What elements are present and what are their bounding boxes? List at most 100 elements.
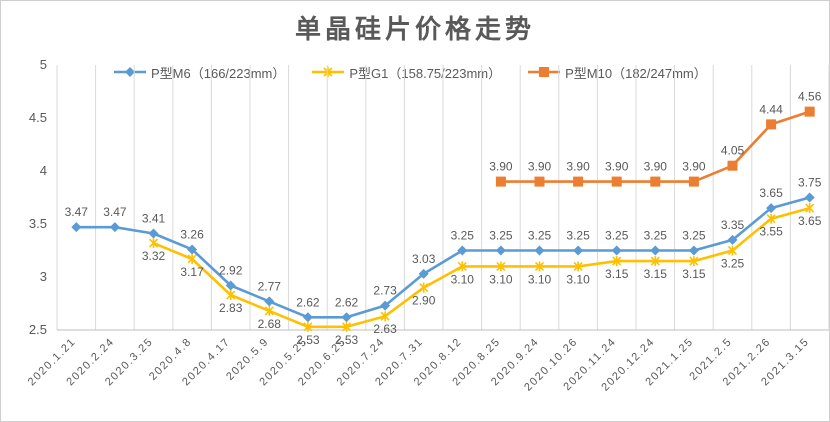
data-point-square bbox=[727, 160, 738, 171]
data-label: 3.25 bbox=[644, 229, 668, 243]
data-label: 3.25 bbox=[721, 257, 745, 271]
data-point-square bbox=[688, 176, 699, 187]
data-point-star bbox=[496, 261, 506, 272]
data-point-square bbox=[534, 176, 545, 187]
data-label: 2.62 bbox=[335, 295, 359, 309]
data-label: 3.90 bbox=[528, 160, 552, 174]
data-point-star bbox=[650, 256, 660, 267]
data-label: 2.73 bbox=[373, 284, 397, 298]
data-point-diamond bbox=[109, 222, 120, 233]
data-label: 3.75 bbox=[798, 176, 822, 190]
legend-label-g1: P型G1（158.75/223mm） bbox=[349, 65, 502, 81]
data-label: 3.15 bbox=[682, 267, 706, 281]
data-point-star bbox=[341, 321, 352, 332]
y-tick-label: 3.5 bbox=[29, 216, 47, 231]
data-label: 3.47 bbox=[65, 205, 89, 219]
series-line-star bbox=[153, 206, 811, 329]
data-label: 3.90 bbox=[605, 160, 629, 174]
data-label: 3.65 bbox=[798, 214, 822, 228]
data-point-diamond bbox=[457, 245, 468, 256]
data-point-square bbox=[495, 176, 506, 187]
data-point-star bbox=[573, 261, 583, 272]
data-point-diamond bbox=[688, 245, 699, 256]
data-point-diamond bbox=[148, 228, 159, 239]
data-label: 3.15 bbox=[605, 267, 629, 281]
data-point-star bbox=[612, 256, 622, 267]
data-label: 3.47 bbox=[103, 205, 127, 219]
data-label: 2.83 bbox=[219, 301, 243, 315]
data-point-diamond bbox=[650, 245, 661, 256]
data-label: 3.65 bbox=[759, 186, 783, 200]
data-point-diamond bbox=[534, 245, 545, 256]
data-point-star bbox=[689, 256, 699, 267]
data-label: 3.03 bbox=[412, 252, 436, 266]
data-point-star bbox=[148, 238, 159, 249]
data-point-square bbox=[611, 176, 622, 187]
data-label: 3.10 bbox=[566, 272, 590, 286]
data-label: 2.53 bbox=[335, 333, 359, 347]
data-point-diamond bbox=[727, 234, 738, 245]
data-label: 3.10 bbox=[528, 272, 552, 286]
series-line-diamond bbox=[76, 196, 811, 319]
data-point-diamond bbox=[341, 312, 352, 323]
data-label: 2.77 bbox=[258, 279, 282, 293]
data-point-diamond bbox=[71, 222, 82, 233]
y-tick-label: 2.5 bbox=[29, 322, 47, 337]
data-point-diamond bbox=[495, 245, 506, 256]
data-label: 4.44 bbox=[759, 102, 783, 116]
data-label: 3.90 bbox=[489, 160, 513, 174]
data-point-star bbox=[457, 261, 467, 272]
data-point-diamond bbox=[766, 203, 777, 214]
data-point-diamond bbox=[264, 296, 275, 307]
data-label: 2.92 bbox=[219, 263, 243, 277]
data-label: 3.17 bbox=[180, 265, 204, 279]
data-point-star bbox=[805, 203, 815, 214]
legend-label-m6: P型M6（166/223mm） bbox=[151, 65, 286, 81]
data-label: 3.25 bbox=[605, 229, 629, 243]
data-point-diamond bbox=[418, 268, 429, 279]
data-label: 3.26 bbox=[180, 227, 204, 241]
data-label: 2.68 bbox=[258, 317, 282, 331]
data-point-diamond bbox=[573, 245, 584, 256]
y-tick-label: 5 bbox=[40, 57, 47, 72]
data-label: 3.25 bbox=[451, 229, 475, 243]
data-label: 4.56 bbox=[798, 90, 822, 104]
data-point-star bbox=[727, 245, 738, 256]
y-tick-label: 3 bbox=[40, 269, 47, 284]
legend: P型M6（166/223mm） P型G1（158.75/223mm） P型M10… bbox=[113, 61, 733, 83]
data-point-square bbox=[804, 106, 815, 117]
data-label: 3.25 bbox=[528, 229, 552, 243]
data-point-star bbox=[380, 311, 390, 322]
data-point-diamond bbox=[380, 300, 391, 311]
data-point-diamond bbox=[187, 244, 198, 255]
legend-marker-star-icon bbox=[312, 67, 345, 77]
data-point-star bbox=[534, 261, 545, 272]
data-point-star bbox=[766, 213, 776, 224]
legend-marker-square-icon bbox=[528, 67, 561, 77]
data-label: 2.90 bbox=[412, 294, 436, 308]
data-point-star bbox=[419, 282, 429, 293]
y-tick-label: 4.5 bbox=[29, 110, 47, 125]
data-label: 3.90 bbox=[644, 160, 668, 174]
data-point-square bbox=[650, 176, 661, 187]
legend-item-m6: P型M6（166/223mm） bbox=[113, 63, 285, 82]
data-label: 3.90 bbox=[566, 160, 590, 174]
data-label: 3.15 bbox=[644, 267, 668, 281]
y-tick-label: 4 bbox=[40, 163, 47, 178]
legend-item-g1: P型G1（158.75/223mm） bbox=[311, 63, 501, 82]
data-point-star bbox=[226, 290, 236, 301]
data-label: 3.25 bbox=[566, 229, 590, 243]
data-label: 3.90 bbox=[682, 160, 706, 174]
data-point-diamond bbox=[225, 280, 236, 291]
data-label: 3.41 bbox=[142, 212, 166, 226]
data-label: 3.55 bbox=[759, 225, 783, 239]
chart-title: 单晶硅片价格走势 bbox=[294, 15, 535, 45]
data-point-square bbox=[766, 119, 777, 130]
data-point-square bbox=[573, 176, 584, 187]
data-point-diamond bbox=[804, 192, 815, 203]
data-label: 2.62 bbox=[296, 295, 320, 309]
data-label: 2.63 bbox=[373, 322, 397, 336]
data-label: 3.25 bbox=[489, 229, 513, 243]
